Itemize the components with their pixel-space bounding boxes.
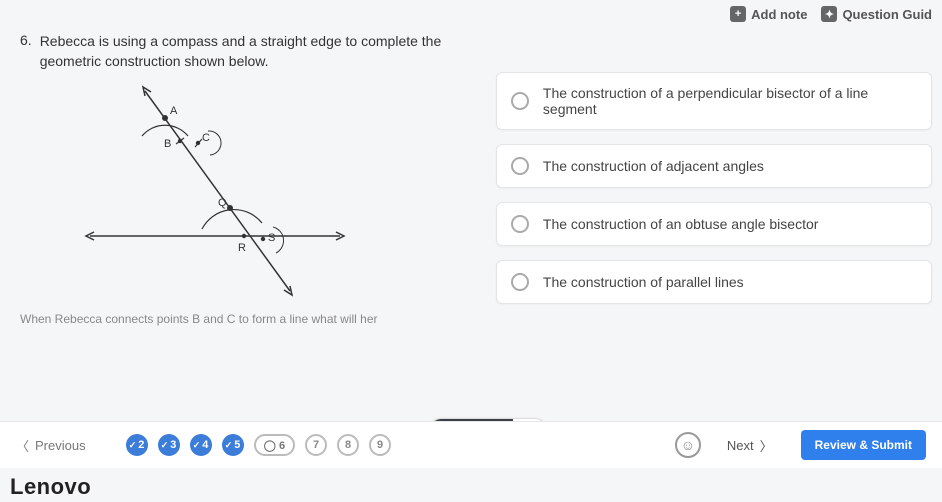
radio-icon [511, 215, 529, 233]
nav-dot-3[interactable]: 3 [158, 434, 180, 456]
nav-dot-8[interactable]: 8 [337, 434, 359, 456]
next-label: Next [727, 438, 754, 453]
next-button[interactable]: Next 〉 [727, 436, 773, 455]
question-nav-dots: 2345 ◯ 6 789 [126, 434, 657, 456]
option-a-label: The construction of a perpendicular bise… [543, 85, 917, 117]
chevron-right-icon: 〉 [760, 436, 773, 455]
guide-icon: ✦ [821, 6, 837, 22]
radio-icon [511, 273, 529, 291]
question-number: 6. [20, 32, 32, 71]
option-b[interactable]: The construction of adjacent angles [496, 144, 932, 188]
previous-label: Previous [35, 438, 86, 453]
review-submit-button[interactable]: Review & Submit [801, 430, 926, 460]
chevron-left-icon: 〈 [16, 436, 29, 455]
diagram-label-c: C [202, 132, 210, 144]
nav-dot-6[interactable]: ◯ 6 [254, 434, 295, 456]
radio-icon [511, 92, 529, 110]
plus-icon: + [730, 6, 746, 22]
add-note-label: Add note [751, 7, 807, 22]
review-submit-label: Review & Submit [815, 438, 912, 452]
diagram-label-a: A [170, 105, 178, 117]
nav-dot-9[interactable]: 9 [369, 434, 391, 456]
question-text: Rebecca is using a compass and a straigh… [40, 32, 478, 71]
bottom-nav: 〈 Previous 2345 ◯ 6 789 ☺ Next 〉 Review & … [0, 421, 942, 468]
diagram-label-r: R [238, 242, 246, 254]
diagram-label-q: Q [218, 197, 227, 209]
option-a[interactable]: The construction of a perpendicular bise… [496, 72, 932, 130]
radio-icon [511, 157, 529, 175]
previous-button[interactable]: 〈 Previous [16, 436, 86, 455]
question-panel: 6. Rebecca is using a compass and a stra… [20, 32, 478, 326]
question-guide-button[interactable]: ✦ Question Guid [821, 6, 932, 22]
add-note-button[interactable]: + Add note [730, 6, 807, 22]
nav-dot-4[interactable]: 4 [190, 434, 212, 456]
option-d-label: The construction of parallel lines [543, 274, 744, 290]
options-panel: The construction of a perpendicular bise… [496, 32, 932, 326]
nav-dot-7[interactable]: 7 [305, 434, 327, 456]
smiley-icon: ☺ [681, 437, 695, 453]
option-c-label: The construction of an obtuse angle bise… [543, 216, 819, 232]
option-c[interactable]: The construction of an obtuse angle bise… [496, 202, 932, 246]
question-followup: When Rebecca connects points B and C to … [20, 312, 478, 326]
diagram-label-s: S [268, 232, 275, 244]
option-b-label: The construction of adjacent angles [543, 158, 764, 174]
feedback-button[interactable]: ☺ [675, 432, 701, 458]
device-brand: Lenovo [10, 474, 91, 500]
diagram-label-b: B [164, 138, 171, 150]
nav-dot-5[interactable]: 5 [222, 434, 244, 456]
nav-dot-2[interactable]: 2 [126, 434, 148, 456]
geometry-diagram: A B C Q R S [80, 81, 360, 301]
option-d[interactable]: The construction of parallel lines [496, 260, 932, 304]
question-guide-label: Question Guid [842, 7, 932, 22]
